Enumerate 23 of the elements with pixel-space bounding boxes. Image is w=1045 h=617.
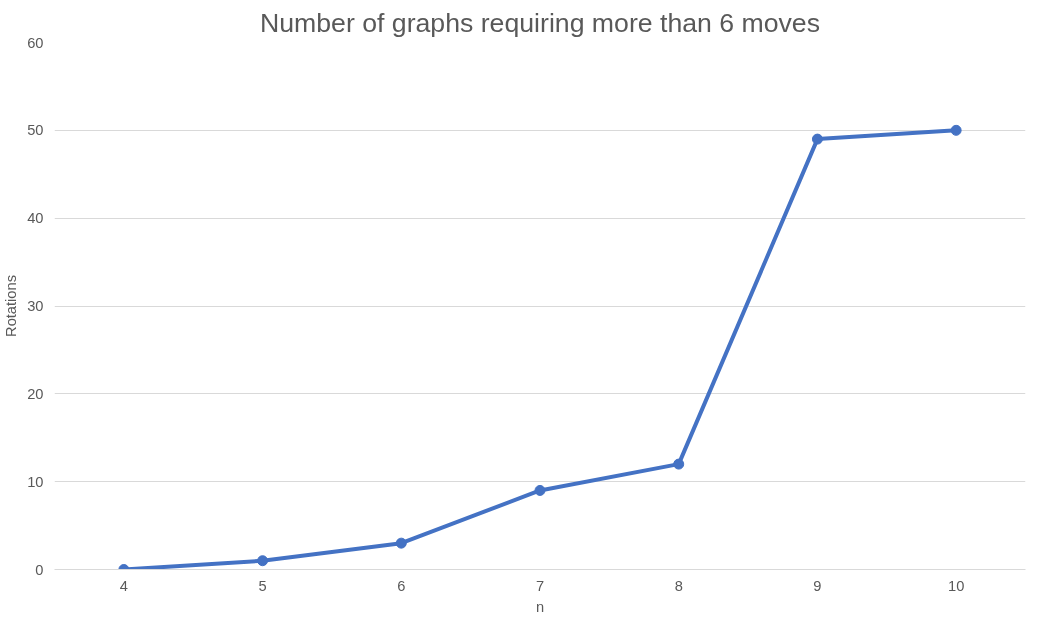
x-tick-label: 6: [397, 577, 406, 594]
x-tick-label: 4: [119, 577, 128, 594]
x-tick-label: 5: [258, 577, 267, 594]
y-tick-label: 50: [27, 122, 44, 139]
y-tick-label: 60: [27, 34, 44, 51]
point: [257, 555, 269, 567]
y-tick-label: 10: [27, 473, 44, 490]
point: [673, 458, 685, 470]
y-tick-label: 40: [27, 210, 44, 227]
point: [950, 124, 962, 136]
x-tick-label: 7: [535, 577, 545, 594]
x-tick-label: 10: [947, 577, 965, 594]
y-tick-label: 30: [27, 298, 44, 314]
y-tick-label: 0: [35, 561, 44, 578]
x-tick-label: 8: [674, 577, 683, 594]
x-axis-title: n: [535, 598, 545, 615]
chart-title: Number of graphs requiring more than 6 moves: [259, 7, 821, 38]
x-tick-label: 9: [813, 577, 822, 594]
y-axis-title: Rotations: [3, 275, 20, 337]
point: [395, 537, 407, 549]
point: [811, 133, 823, 145]
point: [534, 484, 546, 496]
y-tick-label: 20: [27, 385, 44, 402]
